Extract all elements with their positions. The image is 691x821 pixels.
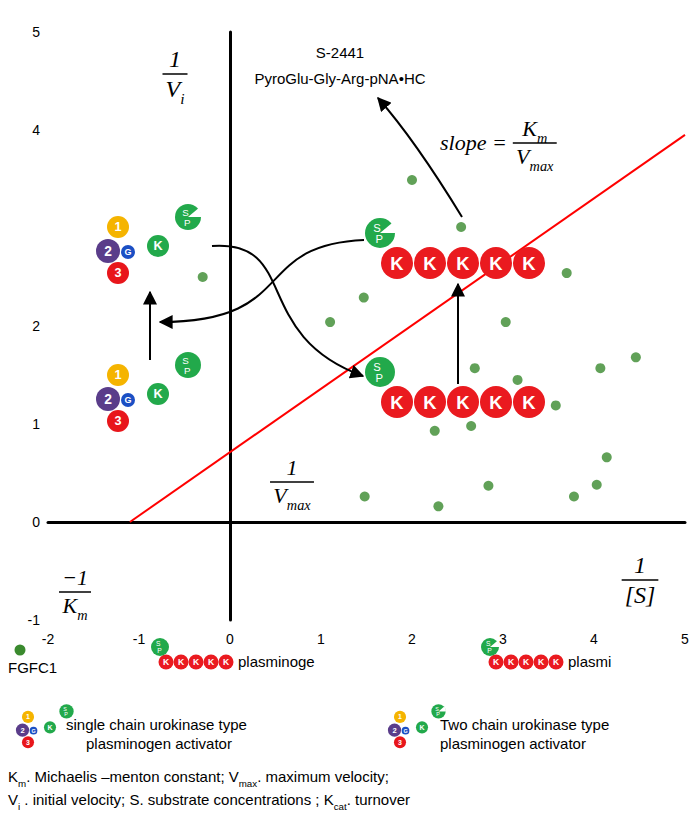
svg-text:G: G <box>124 247 131 257</box>
svg-text:2: 2 <box>104 244 112 259</box>
svg-text:1: 1 <box>114 220 121 234</box>
svg-text:K: K <box>456 253 470 274</box>
svg-text:-1: -1 <box>28 612 41 628</box>
svg-text:K: K <box>508 657 515 667</box>
svg-text:K: K <box>489 392 503 413</box>
svg-text:Two chain urokinase type: Two chain urokinase type <box>440 716 609 733</box>
svg-text:1: 1 <box>114 368 121 382</box>
svg-text:P: P <box>487 647 492 654</box>
svg-text:1: 1 <box>32 416 40 432</box>
svg-text:3: 3 <box>398 739 402 746</box>
svg-text:G: G <box>124 395 131 405</box>
svg-text:0: 0 <box>32 514 40 530</box>
svg-text:plasminoge: plasminoge <box>238 653 315 670</box>
svg-text:Vmax: Vmax <box>273 483 311 513</box>
svg-text:1: 1 <box>169 46 181 72</box>
svg-text:S: S <box>182 355 189 366</box>
svg-text:4: 4 <box>590 631 598 647</box>
svg-text:plasminogen activator: plasminogen activator <box>86 735 232 752</box>
svg-text:P: P <box>436 711 440 717</box>
svg-text:K: K <box>489 253 503 274</box>
svg-text:K: K <box>208 657 215 667</box>
svg-text:K: K <box>419 724 424 731</box>
svg-text:Vi: Vi <box>165 76 184 107</box>
svg-text:single chain urokinase type: single chain urokinase type <box>66 716 247 733</box>
svg-text:S: S <box>63 706 67 712</box>
svg-text:P: P <box>375 233 383 245</box>
svg-text:S: S <box>373 361 381 373</box>
svg-text:S: S <box>435 706 439 712</box>
svg-text:slope =: slope = <box>440 130 507 155</box>
svg-text:Vi . initial velocity; S. subs: Vi . initial velocity; S. substrate conc… <box>8 791 410 812</box>
svg-text:K: K <box>456 392 470 413</box>
svg-text:2: 2 <box>20 726 24 735</box>
svg-text:S: S <box>373 222 381 234</box>
svg-text:S: S <box>486 640 491 647</box>
svg-text:3: 3 <box>114 266 121 280</box>
svg-text:0: 0 <box>226 631 234 647</box>
svg-text:2: 2 <box>32 318 40 334</box>
svg-text:Km: Km <box>521 116 547 146</box>
svg-text:1: 1 <box>634 552 646 578</box>
svg-text:P: P <box>64 711 68 717</box>
svg-text:K: K <box>423 253 437 274</box>
svg-text:K: K <box>553 657 560 667</box>
svg-text:4: 4 <box>32 122 40 138</box>
svg-text:FGFC1: FGFC1 <box>8 659 57 676</box>
svg-text:K: K <box>390 253 404 274</box>
svg-text:K: K <box>193 657 200 667</box>
svg-text:1: 1 <box>317 631 325 647</box>
svg-text:K: K <box>390 392 404 413</box>
svg-text:S-2441: S-2441 <box>316 44 364 61</box>
svg-text:plasmi: plasmi <box>568 653 611 670</box>
svg-text:−1: −1 <box>62 565 88 590</box>
svg-text:K: K <box>423 392 437 413</box>
svg-text:5: 5 <box>681 631 689 647</box>
svg-text:G: G <box>403 728 407 734</box>
svg-text:1: 1 <box>398 713 402 720</box>
svg-text:K: K <box>47 724 52 731</box>
svg-text:-1: -1 <box>133 631 146 647</box>
svg-text:-2: -2 <box>42 631 55 647</box>
svg-text:K: K <box>178 657 185 667</box>
svg-text:P: P <box>157 647 162 654</box>
svg-text:K: K <box>538 657 545 667</box>
svg-text:2: 2 <box>104 392 112 407</box>
svg-text:2: 2 <box>392 726 396 735</box>
svg-text:3: 3 <box>26 739 30 746</box>
svg-text:2: 2 <box>408 631 416 647</box>
svg-text:K: K <box>163 657 170 667</box>
svg-text:K: K <box>522 392 536 413</box>
svg-text:plasminogen activator: plasminogen activator <box>440 735 586 752</box>
svg-text:Km: Km <box>61 593 87 623</box>
svg-text:K: K <box>223 657 230 667</box>
svg-text:5: 5 <box>32 24 40 40</box>
svg-text:K: K <box>153 387 163 401</box>
svg-text:1: 1 <box>287 455 298 480</box>
svg-text:K: K <box>153 239 163 253</box>
svg-text:G: G <box>31 728 35 734</box>
svg-text:S: S <box>182 207 189 218</box>
svg-text:P: P <box>375 372 383 384</box>
svg-text:P: P <box>184 217 191 228</box>
svg-text:K: K <box>493 657 500 667</box>
svg-text:PyroGlu-Gly-Arg-pNA•HC: PyroGlu-Gly-Arg-pNA•HC <box>254 70 425 87</box>
svg-text:3: 3 <box>499 631 507 647</box>
svg-text:3: 3 <box>114 414 121 428</box>
svg-text:Vmax: Vmax <box>516 144 554 174</box>
svg-text:[S]: [S] <box>625 582 656 608</box>
svg-text:1: 1 <box>26 713 30 720</box>
svg-text:K: K <box>523 657 530 667</box>
svg-text:Km. Michaelis –menton constant: Km. Michaelis –menton constant; Vmax. ma… <box>8 768 389 789</box>
svg-text:S: S <box>156 640 161 647</box>
svg-text:K: K <box>522 253 536 274</box>
svg-text:P: P <box>184 365 191 376</box>
